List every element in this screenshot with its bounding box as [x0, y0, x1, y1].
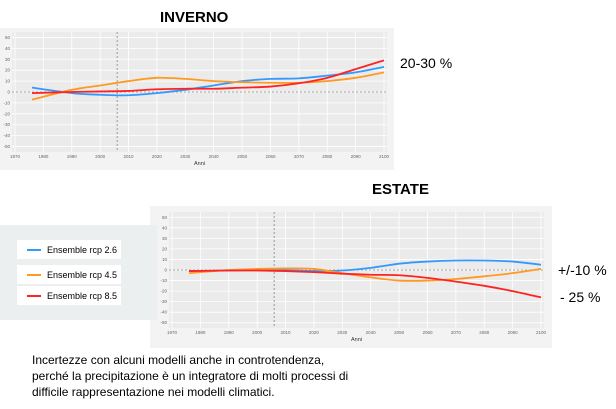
x-tick-label: 2050 [237, 154, 248, 159]
x-tick-label: 2030 [180, 154, 191, 159]
x-tick-label: 2020 [309, 330, 320, 335]
summer-chart: 1970 1980 1990 2000 2010 2020 2030 2040 2050 2060… [150, 206, 552, 348]
x-tick-label: 2070 [451, 330, 462, 335]
x-tick-label: 1980 [38, 154, 49, 159]
y-tick-label: -20 [3, 111, 10, 116]
x-tick-label: 2000 [252, 330, 263, 335]
x-tick-label: 2040 [209, 154, 220, 159]
y-tick-label: -30 [3, 122, 10, 127]
series-line-ensemble-rcp-2-6 [31, 66, 385, 97]
x-tick-label: 2070 [294, 154, 305, 159]
x-tick-label: 1990 [224, 330, 235, 335]
y-tick-label: 0 [164, 268, 167, 273]
x-tick-label: 2030 [337, 330, 348, 335]
series-line-ensemble-rcp-4-5 [188, 267, 542, 282]
winter-chart: 1970 1980 1990 2000 2010 2020 2030 2040 2050 2060… [0, 28, 394, 170]
y-tick-label: -10 [160, 278, 167, 283]
y-tick-label: 0 [7, 90, 10, 95]
x-tick-label: 2060 [265, 154, 276, 159]
x-axis-label: Anni [351, 337, 362, 343]
x-tick-label: 2080 [479, 330, 490, 335]
x-tick-label: 2020 [152, 154, 163, 159]
y-tick-label: -50 [160, 320, 167, 325]
summer-annotation-drop: - 25 % [560, 289, 601, 305]
legend-label: Ensemble rcp 8.5 [47, 290, 118, 301]
x-tick-label: 2090 [508, 330, 519, 335]
legend-swatch [27, 273, 41, 276]
x-tick-label: 1980 [195, 330, 206, 335]
y-tick-label: -30 [160, 299, 167, 304]
x-tick-label: 2100 [379, 154, 390, 159]
y-tick-label: -50 [3, 144, 10, 149]
y-tick-label: 40 [162, 225, 168, 230]
y-tick-label: 10 [5, 79, 11, 84]
series-line-ensemble-rcp-8-5 [189, 269, 542, 299]
summer-annotation-range: +/-10 % [558, 262, 607, 278]
y-tick-label: -20 [160, 289, 167, 294]
y-tick-label: 20 [5, 68, 11, 73]
legend-label: Ensemble rcp 2.6 [47, 244, 118, 255]
winter-title: INVERNO [160, 9, 229, 26]
y-tick-label: -10 [3, 100, 10, 105]
y-tick-label: -40 [3, 133, 10, 138]
x-tick-label: 2050 [394, 330, 405, 335]
x-tick-label: 2090 [351, 154, 362, 159]
legend-item-rcp45: Ensemble rcp 4.5 [17, 265, 121, 284]
series-line-ensemble-rcp-8-5 [32, 59, 385, 94]
legend-item-rcp85: Ensemble rcp 8.5 [17, 286, 121, 305]
y-tick-label: 50 [162, 215, 168, 220]
summer-title: ESTATE [372, 181, 429, 198]
x-tick-label: 2040 [366, 330, 377, 335]
x-tick-label: 2100 [536, 330, 547, 335]
note-line: perché la precipitazione è un integrator… [32, 369, 349, 383]
x-axis-label: Anni [194, 161, 205, 167]
x-tick-label: 1990 [67, 154, 78, 159]
y-tick-label: 20 [162, 246, 168, 251]
legend-swatch [27, 294, 41, 297]
y-tick-label: 40 [5, 46, 11, 51]
x-tick-label: 2010 [124, 154, 135, 159]
note-paragraph: Incertezze con alcuni modelli anche in c… [32, 352, 348, 400]
legend-label: Ensemble rcp 4.5 [47, 269, 118, 280]
legend-swatch [27, 248, 41, 251]
x-tick-label: 2060 [422, 330, 433, 335]
note-line: Incertezze con alcuni modelli anche in c… [32, 353, 325, 367]
series-line-ensemble-rcp-4-5 [31, 71, 385, 101]
y-tick-label: -40 [160, 310, 167, 315]
winter-annotation: 20-30 % [400, 55, 453, 71]
x-tick-label: 1970 [167, 330, 178, 335]
x-tick-label: 1970 [10, 154, 21, 159]
y-tick-label: 10 [162, 257, 168, 262]
legend: Ensemble rcp 2.6 Ensemble rcp 4.5 Ensemb… [0, 225, 157, 320]
x-tick-label: 2000 [95, 154, 106, 159]
x-tick-label: 2010 [281, 330, 292, 335]
note-line: difficile rappresentazione nei modelli c… [32, 385, 275, 399]
y-tick-label: 30 [162, 236, 168, 241]
y-tick-label: 50 [5, 35, 11, 40]
x-tick-label: 2080 [322, 154, 333, 159]
y-tick-label: 30 [5, 57, 11, 62]
legend-item-rcp26: Ensemble rcp 2.6 [17, 240, 121, 259]
